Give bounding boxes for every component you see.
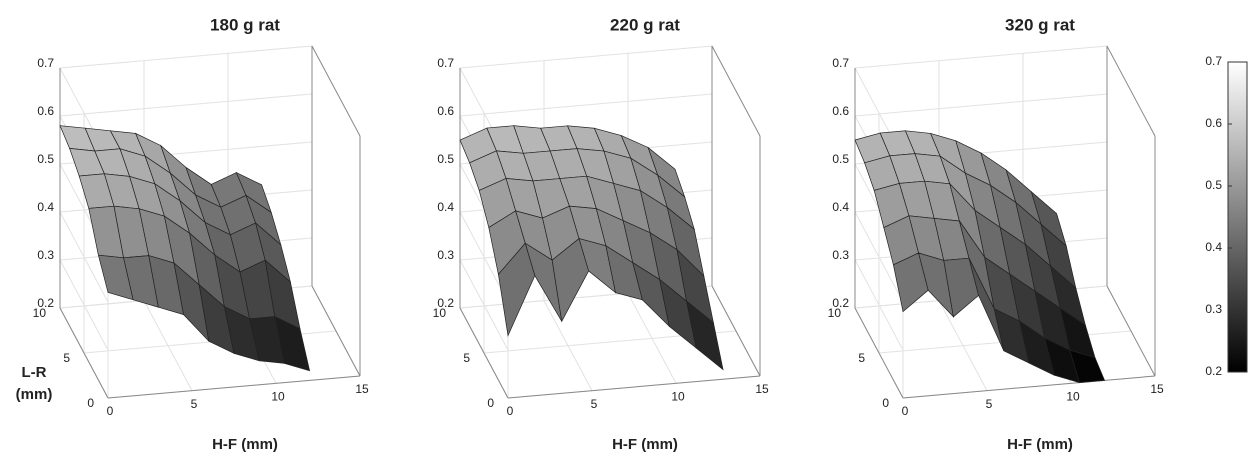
- z-tick-label: 0.5: [437, 152, 454, 166]
- axis-edge: [1106, 45, 1156, 137]
- x-tick-label: 10: [671, 390, 685, 404]
- axis-edge: [902, 375, 1156, 399]
- y-tick-label: 0: [87, 396, 94, 410]
- z-tick-label: 0.7: [437, 56, 454, 70]
- z-tick-label: 0.2: [832, 296, 849, 310]
- grid-line: [459, 259, 509, 351]
- axis-edge: [59, 307, 109, 399]
- y-axis-label: L-R: [22, 364, 47, 381]
- axis-edge: [507, 375, 761, 399]
- z-tick-label: 0.3: [832, 248, 849, 262]
- colorbar-tick-label: 0.4: [1205, 240, 1222, 254]
- colorbar-tick-label: 0.5: [1205, 178, 1222, 192]
- colorbar-tick-label: 0.2: [1205, 364, 1222, 378]
- y-tick-label: 0: [882, 396, 889, 410]
- x-axis-label: H-F (mm): [1007, 436, 1073, 453]
- colorbar-tick-label: 0.3: [1205, 302, 1222, 316]
- axis-edge: [311, 285, 361, 377]
- z-tick-label: 0.4: [832, 200, 849, 214]
- x-tick-label: 0: [107, 404, 114, 418]
- z-tick-label: 0.6: [37, 104, 54, 118]
- y-tick-label: 10: [33, 306, 47, 320]
- z-tick-label: 0.6: [437, 104, 454, 118]
- surface-patch: [274, 315, 311, 372]
- x-tick-label: 15: [755, 382, 769, 396]
- chart-title: 320 g rat: [1005, 15, 1075, 34]
- x-tick-label: 10: [271, 390, 285, 404]
- surface-patch: [686, 300, 724, 371]
- grid-line: [854, 45, 1108, 69]
- grid-line: [854, 93, 1108, 117]
- y-tick-label: 0: [487, 396, 494, 410]
- z-tick-label: 0.7: [832, 56, 849, 70]
- axis-edge: [107, 375, 361, 399]
- x-tick-label: 5: [986, 397, 993, 411]
- x-tick-label: 0: [902, 404, 909, 418]
- z-tick-label: 0.3: [437, 248, 454, 262]
- z-tick-label: 0.5: [37, 152, 54, 166]
- chart-title: 180 g rat: [210, 15, 280, 34]
- grid-line: [459, 45, 713, 69]
- x-axis-label: H-F (mm): [612, 436, 678, 453]
- x-tick-label: 0: [507, 404, 514, 418]
- z-tick-label: 0.4: [437, 200, 454, 214]
- y-axis-label: (mm): [16, 386, 53, 403]
- z-tick-label: 0.2: [37, 296, 54, 310]
- grid-line: [59, 211, 109, 303]
- chart-title: 220 g rat: [610, 15, 680, 34]
- axis-edge: [311, 45, 361, 137]
- colorbar-tick-label: 0.6: [1205, 116, 1222, 130]
- x-tick-label: 10: [1066, 390, 1080, 404]
- z-tick-label: 0.2: [437, 296, 454, 310]
- axis-edge: [854, 307, 904, 399]
- colorbar: [1227, 61, 1248, 373]
- axis-edge: [711, 285, 761, 377]
- axis-edge: [459, 307, 509, 399]
- z-tick-label: 0.4: [37, 200, 54, 214]
- z-tick-label: 0.6: [832, 104, 849, 118]
- colorbar-tick-label: 0.7: [1205, 54, 1222, 68]
- grid-line: [459, 211, 509, 303]
- x-tick-label: 5: [591, 397, 598, 411]
- grid-line: [59, 45, 313, 69]
- grid-line: [459, 93, 713, 117]
- y-tick-label: 10: [828, 306, 842, 320]
- grid-line: [59, 93, 313, 117]
- z-tick-label: 0.7: [37, 56, 54, 70]
- y-tick-label: 5: [463, 351, 470, 365]
- axis-edge: [711, 45, 761, 137]
- z-tick-label: 0.5: [832, 152, 849, 166]
- x-axis-label: H-F (mm): [212, 436, 278, 453]
- x-tick-label: 5: [191, 397, 198, 411]
- x-tick-label: 15: [355, 382, 369, 396]
- y-tick-label: 10: [433, 306, 447, 320]
- y-tick-label: 5: [858, 351, 865, 365]
- grid-line: [854, 259, 904, 351]
- grid-line: [854, 211, 904, 303]
- z-tick-label: 0.3: [37, 248, 54, 262]
- grid-line: [59, 259, 109, 351]
- x-tick-label: 15: [1150, 382, 1164, 396]
- surface-patch: [1069, 349, 1106, 383]
- y-tick-label: 5: [63, 351, 70, 365]
- axis-edge: [1106, 285, 1156, 377]
